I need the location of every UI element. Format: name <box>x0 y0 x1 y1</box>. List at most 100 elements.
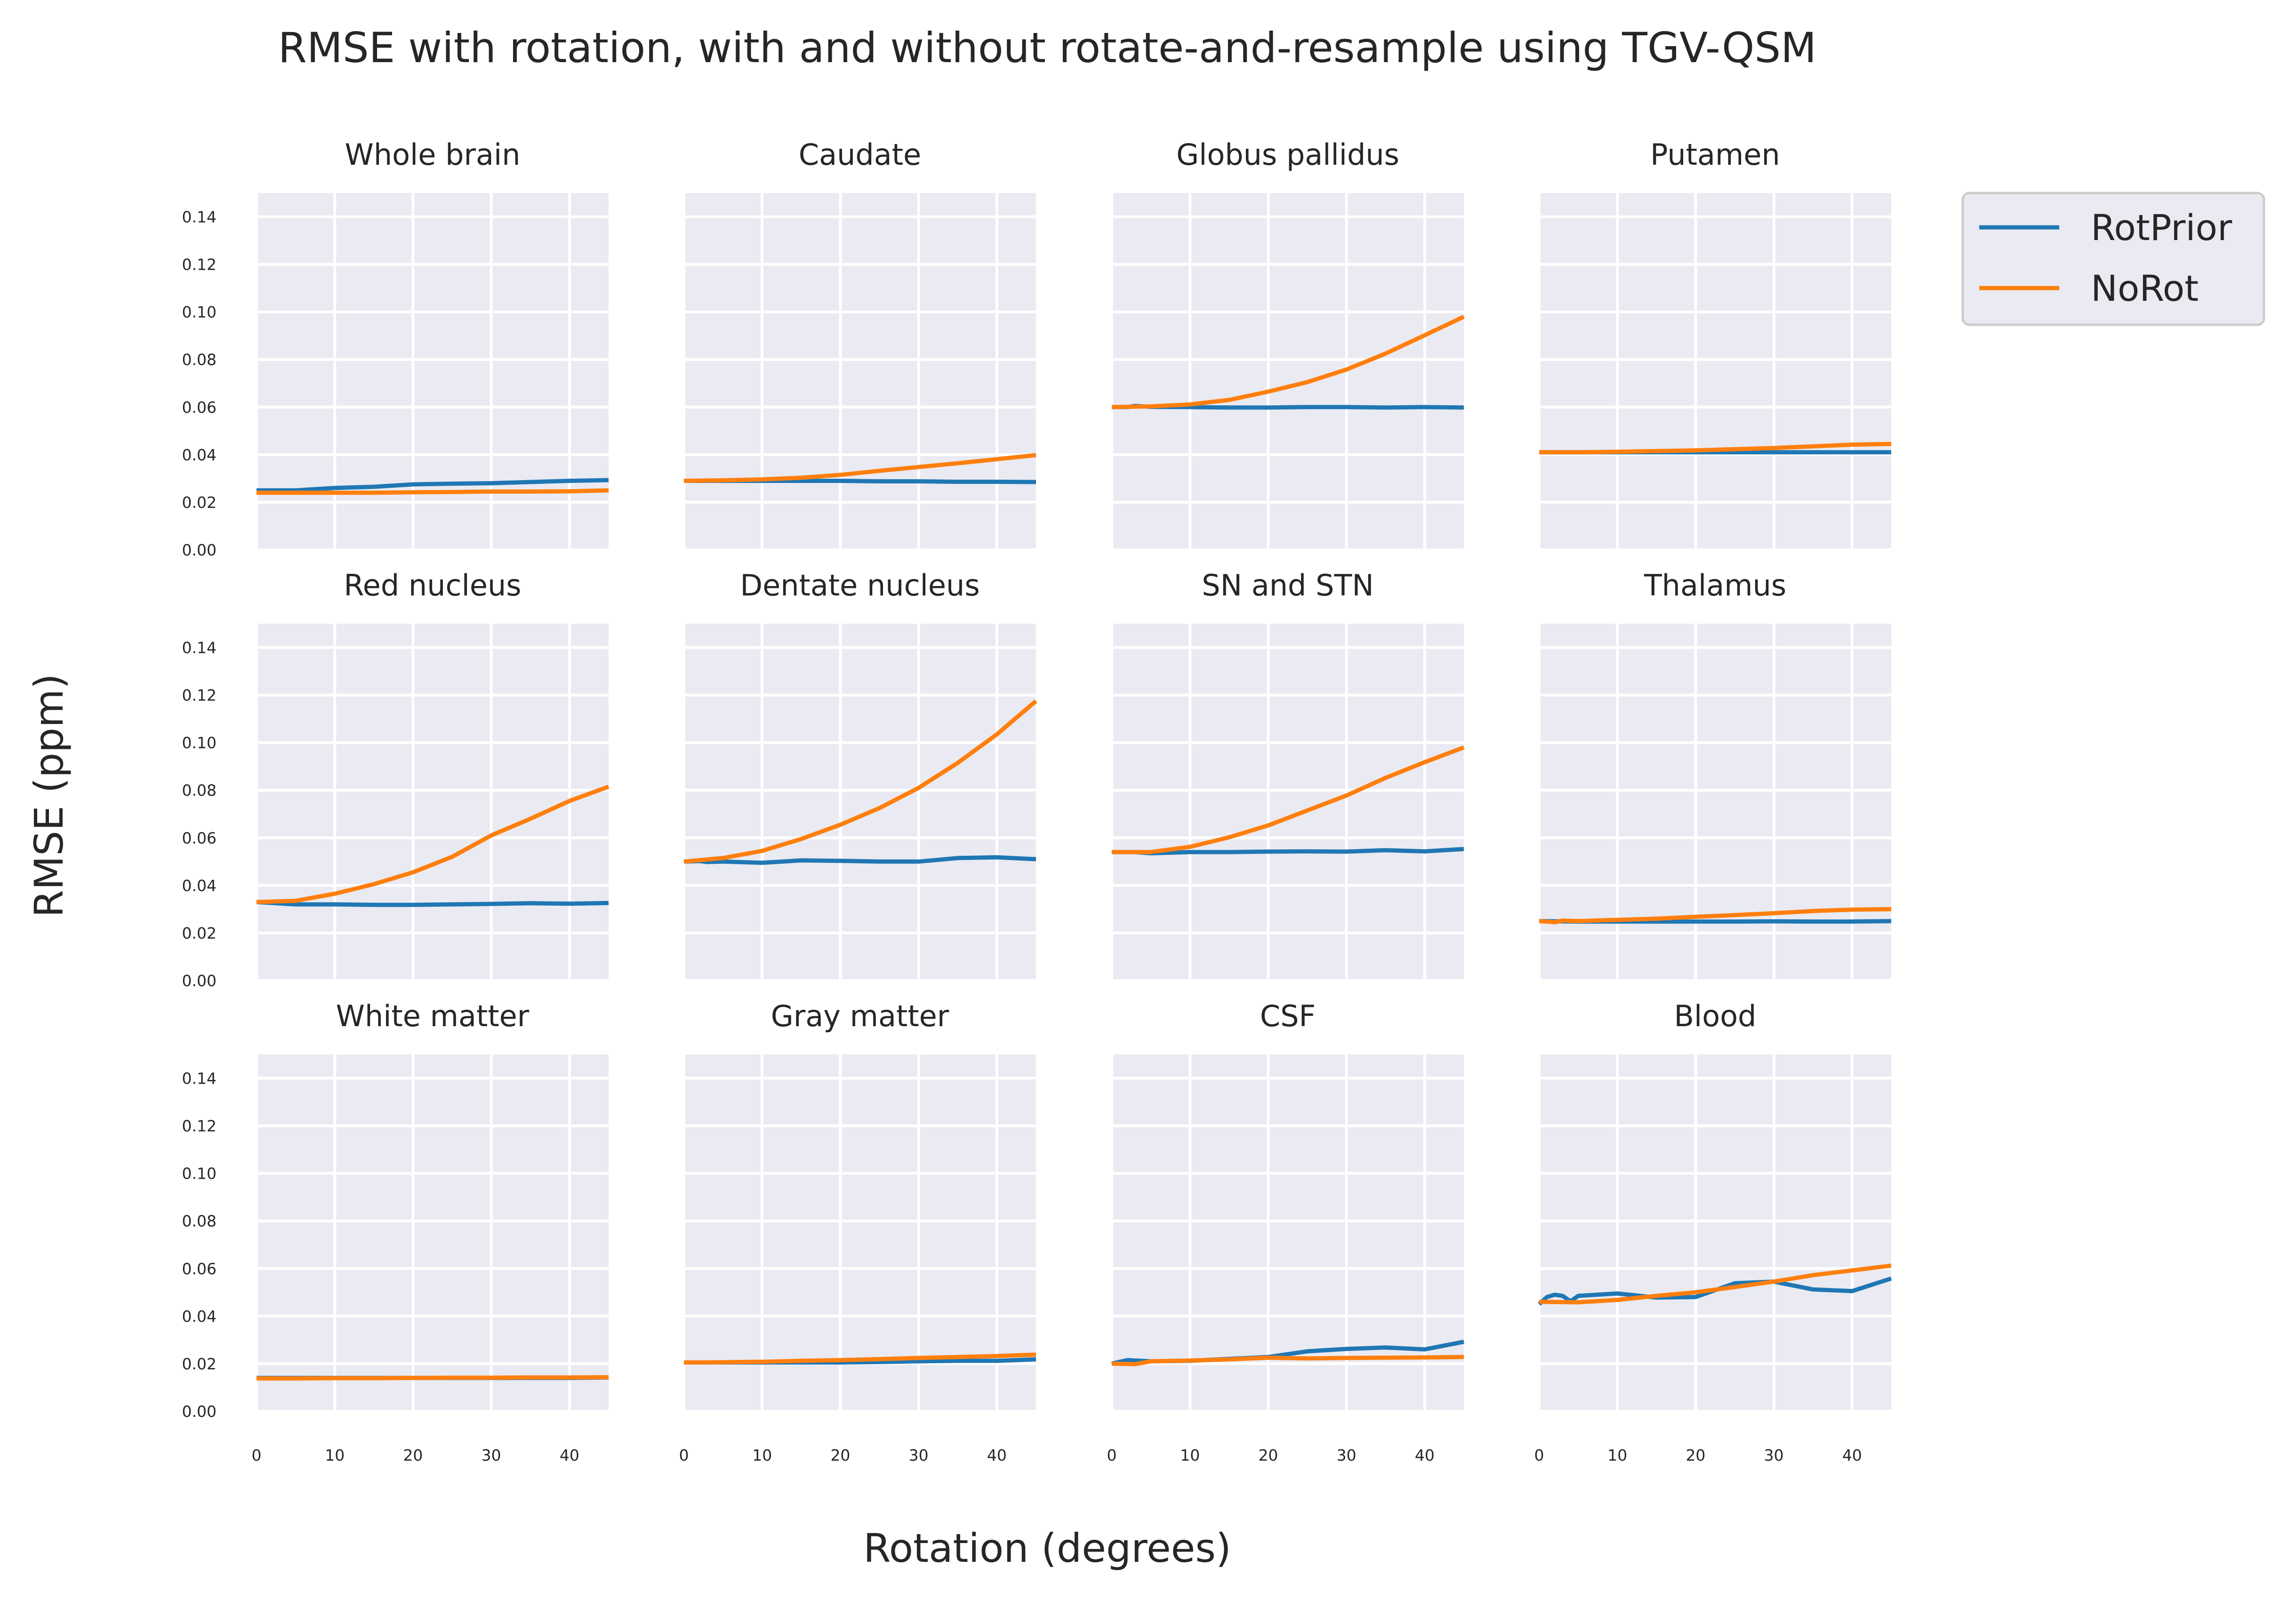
panel-white-matter: 0.00 0.02 0.04 0.06 0.08 0.10 0.12 0.14 0 10 20 30 4… <box>182 999 609 1464</box>
y-tick-label: 0.14 <box>182 1069 217 1088</box>
y-tick-label: 0.06 <box>182 829 217 847</box>
y-tick-label: 0.00 <box>182 1402 217 1421</box>
x-tick-label: 0 <box>1107 1446 1117 1464</box>
panel-background <box>1539 1054 1891 1411</box>
y-tick-label: 0.04 <box>182 876 217 895</box>
y-tick-label: 0.06 <box>182 398 217 417</box>
panel-title: Whole brain <box>345 137 521 172</box>
panel-title: Dentate nucleus <box>740 568 979 603</box>
panel-title: CSF <box>1260 999 1316 1033</box>
panel-gray-matter: 0 10 20 30 40 Gray matter <box>679 999 1036 1464</box>
x-tick-label: 10 <box>752 1446 772 1464</box>
x-axis-label: Rotation (degrees) <box>863 1525 1231 1571</box>
y-tick-label: 0.14 <box>182 208 217 226</box>
panel-title: Putamen <box>1650 137 1780 172</box>
series-line-norot <box>683 1352 1036 1365</box>
y-tick-label: 0.06 <box>182 1260 217 1278</box>
y-tick-label: 0.10 <box>182 303 217 322</box>
panel-title: Caudate <box>799 137 921 172</box>
y-tick-label: 0.12 <box>182 686 217 705</box>
panel-title: White matter <box>336 999 530 1033</box>
panel-title: Blood <box>1674 999 1757 1033</box>
panel-csf: 0 10 20 30 40 CSF <box>1107 999 1464 1464</box>
panel-background <box>684 1054 1036 1411</box>
panel-background <box>257 193 609 550</box>
panel-globus-pallidus: Globus pallidus <box>1110 137 1465 551</box>
x-tick-label: 40 <box>987 1446 1007 1464</box>
x-tick-label: 20 <box>403 1446 423 1464</box>
figure-title: RMSE with rotation, with and without rot… <box>278 24 1816 72</box>
panel-background <box>257 1054 609 1411</box>
panel-background <box>1112 1054 1464 1411</box>
panel-title: Gray matter <box>771 999 949 1033</box>
series-line-rotprior <box>257 478 609 493</box>
y-tick-label: 0.02 <box>182 1355 217 1373</box>
panel-whole-brain: 0.00 0.02 0.04 0.06 0.08 0.10 0.12 0.14 Whole br… <box>182 137 609 559</box>
x-tick-label: 30 <box>1337 1446 1357 1464</box>
panel-putamen: Putamen <box>1538 137 1892 551</box>
series-line-norot <box>1111 1355 1464 1367</box>
x-tick-label: 0 <box>252 1446 262 1464</box>
x-tick-label: 20 <box>1258 1446 1278 1464</box>
y-tick-label: 0.02 <box>182 924 217 942</box>
panel-dentate-nucleus: Dentate nucleus <box>682 568 1037 982</box>
panel-caudate: Caudate <box>682 137 1036 551</box>
series-line-norot <box>257 1375 609 1381</box>
y-axis-label: RMSE (ppm) <box>26 674 72 917</box>
legend-label-rotprior: RotPrior <box>2091 207 2232 249</box>
y-tick-label: 0.02 <box>182 493 217 512</box>
x-tick-label: 10 <box>1607 1446 1627 1464</box>
panel-title: Globus pallidus <box>1176 137 1399 172</box>
panel-title: Thalamus <box>1644 568 1786 603</box>
y-tick-label: 0.00 <box>182 541 217 559</box>
y-tick-label: 0.08 <box>182 351 217 369</box>
x-tick-label: 10 <box>325 1446 345 1464</box>
x-tick-label: 30 <box>1764 1446 1784 1464</box>
y-tick-label: 0.04 <box>182 1307 217 1326</box>
series-line-norot <box>1112 745 1465 854</box>
y-tick-label: 0.00 <box>182 972 217 990</box>
panel-background <box>1539 193 1891 550</box>
x-tick-label: 40 <box>1842 1446 1862 1464</box>
y-tick-label: 0.08 <box>182 1212 217 1230</box>
series-line-norot <box>256 784 610 904</box>
panel-background <box>257 624 609 981</box>
x-tick-label: 30 <box>482 1446 501 1464</box>
series-line-norot <box>1539 442 1892 455</box>
panel-sn-and-stn: SN and STN <box>1110 568 1465 982</box>
panel-blood: 0 10 20 30 40 Blood <box>1534 999 1892 1464</box>
series-line-norot <box>683 453 1036 483</box>
y-tick-label: 0.10 <box>182 734 217 752</box>
panel-red-nucleus: 0.00 0.02 0.04 0.06 0.08 0.10 0.12 0.14 Red nucl… <box>182 568 610 990</box>
y-tick-label: 0.12 <box>182 256 217 274</box>
panel-background <box>1112 624 1464 981</box>
x-tick-label: 40 <box>560 1446 579 1464</box>
x-tick-label: 0 <box>679 1446 689 1464</box>
legend-label-norot: NoRot <box>2091 267 2199 309</box>
y-tick-label: 0.10 <box>182 1165 217 1183</box>
y-tick-label: 0.12 <box>182 1117 217 1135</box>
panel-background <box>1539 624 1891 981</box>
y-tick-label: 0.08 <box>182 781 217 800</box>
panel-thalamus: Thalamus <box>1538 568 1892 982</box>
series-line-rotprior <box>256 900 609 907</box>
panel-background <box>684 193 1036 550</box>
series-line-norot <box>1111 314 1465 410</box>
x-tick-label: 0 <box>1534 1446 1544 1464</box>
legend: RotPrior NoRot <box>1961 192 2265 326</box>
x-tick-label: 10 <box>1180 1446 1200 1464</box>
series-line-norot <box>683 699 1037 864</box>
x-tick-label: 20 <box>830 1446 850 1464</box>
series-line-rotprior <box>1537 1276 1892 1306</box>
panel-background <box>1112 193 1464 550</box>
series-line-norot <box>257 488 609 495</box>
x-tick-label: 20 <box>1686 1446 1705 1464</box>
x-tick-label: 30 <box>909 1446 929 1464</box>
series-line-rotprior <box>683 855 1036 865</box>
y-tick-label: 0.04 <box>182 446 217 464</box>
panel-title: SN and STN <box>1202 568 1373 603</box>
x-tick-label: 40 <box>1415 1446 1435 1464</box>
series-line-norot <box>1539 1263 1892 1305</box>
series-line-norot <box>1539 907 1892 925</box>
